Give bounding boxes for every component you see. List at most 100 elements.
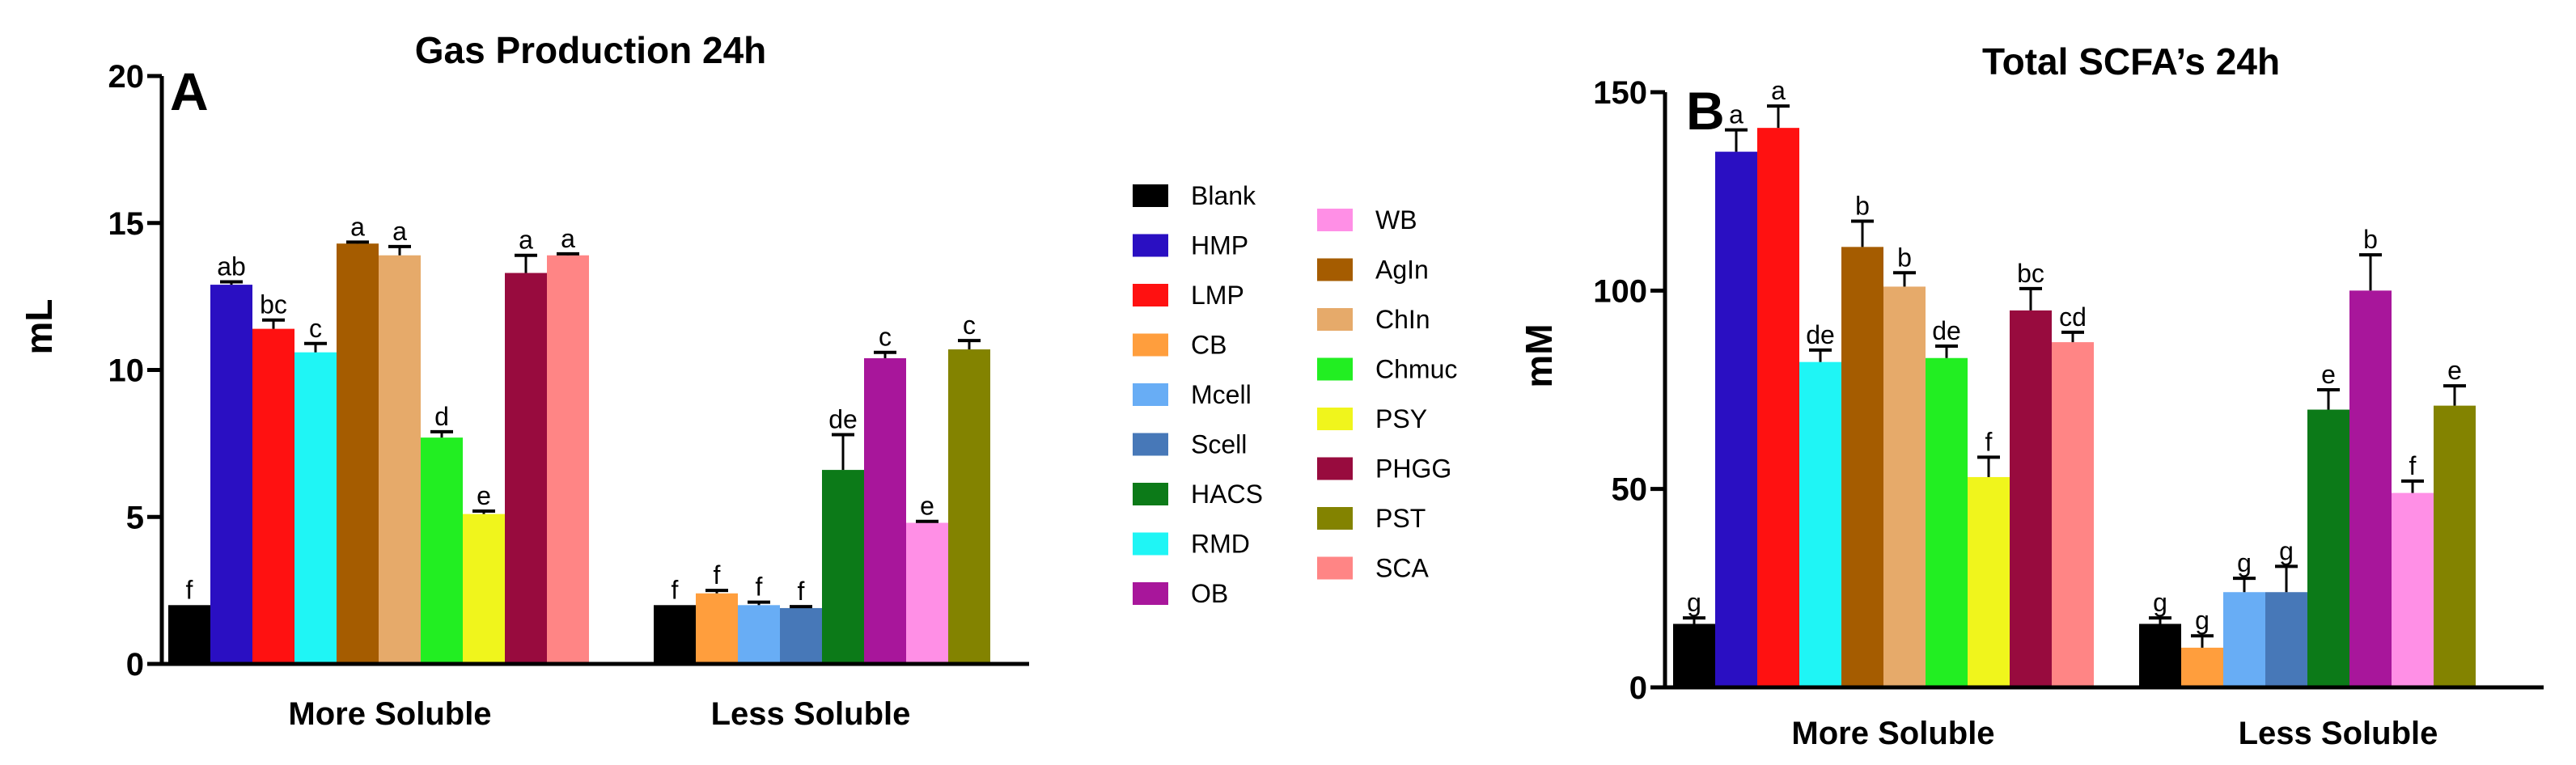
bar-agin bbox=[1841, 247, 1883, 687]
bar-hmp bbox=[1715, 151, 1757, 688]
legend-item-phgg: PHGG bbox=[1317, 454, 1451, 484]
chart-b-bar-group-lmp: a bbox=[1757, 76, 1799, 687]
significance-label-agin: b bbox=[1855, 191, 1870, 220]
legend-item-agin: AgIn bbox=[1317, 256, 1429, 285]
significance-label-pst: e bbox=[2447, 356, 2462, 385]
bar-lmp bbox=[252, 328, 294, 664]
legend-label-scell: Scell bbox=[1191, 430, 1247, 459]
bar-scell bbox=[780, 607, 822, 664]
bar-psy bbox=[463, 514, 505, 664]
significance-label-psy: f bbox=[1985, 427, 1993, 456]
bar-wb bbox=[906, 522, 948, 664]
legend-item-cb: CB bbox=[1133, 331, 1227, 360]
bar-agin bbox=[337, 243, 379, 664]
chart-a-bar-group-mcell: f bbox=[738, 573, 780, 664]
legend-label-psy: PSY bbox=[1375, 404, 1427, 433]
bar-wb bbox=[2392, 492, 2434, 687]
chart-a-title: Gas Production 24h bbox=[415, 29, 767, 71]
legend-item-pst: PST bbox=[1317, 504, 1426, 533]
legend-label-phgg: PHGG bbox=[1375, 454, 1451, 484]
chart-a-bar-group-phgg: a bbox=[505, 226, 547, 664]
chart-b-bar-group-wb: f bbox=[2392, 451, 2434, 687]
significance-label-wb: f bbox=[2409, 451, 2417, 480]
chart-b-bar-group-blank: g bbox=[1673, 588, 1715, 687]
significance-label-chmuc: d bbox=[434, 402, 449, 431]
significance-label-scell: g bbox=[2279, 536, 2294, 565]
legend-label-mcell: Mcell bbox=[1191, 380, 1252, 409]
bar-ob bbox=[864, 357, 906, 664]
bar-lmp bbox=[1757, 128, 1799, 687]
legend-label-rmd: RMD bbox=[1191, 530, 1250, 559]
chart-a-bar-group-lmp: bc bbox=[252, 290, 294, 664]
bar-phgg bbox=[2010, 310, 2052, 687]
significance-label-phgg: a bbox=[519, 226, 533, 255]
legend-swatch-ob bbox=[1133, 582, 1168, 605]
chart-b-panel-label: B bbox=[1686, 81, 1725, 141]
legend-label-hmp: HMP bbox=[1191, 231, 1248, 260]
bar-hmp bbox=[210, 285, 252, 664]
legend-label-hacs: HACS bbox=[1191, 480, 1263, 509]
legend-swatch-agin bbox=[1317, 258, 1353, 281]
legend-item-chmuc: Chmuc bbox=[1317, 355, 1457, 384]
legend-item-hmp: HMP bbox=[1133, 231, 1248, 260]
chart-a-bar-group-sca: a bbox=[547, 224, 589, 664]
bar-chin bbox=[379, 255, 421, 664]
legend-swatch-lmp bbox=[1133, 284, 1168, 306]
chart-a-bar-group-chin: a bbox=[379, 217, 421, 664]
bar-mcell bbox=[738, 605, 780, 664]
legend-swatch-blank bbox=[1133, 184, 1168, 207]
legend-item-scell: Scell bbox=[1133, 430, 1247, 459]
chart-a-category-less-soluble: Less Soluble bbox=[711, 696, 911, 732]
chart-b-bar-group-chin: b bbox=[1883, 243, 1926, 687]
legend-swatch-sca bbox=[1317, 556, 1353, 580]
chart-b-title: Total SCFA’s 24h bbox=[1982, 40, 2280, 82]
chart-b-bar-group-chmuc: de bbox=[1926, 316, 1968, 687]
chart-b-bar-group-ob: b bbox=[2349, 225, 2392, 687]
chart-a-bar-group-rmd: c bbox=[294, 314, 337, 664]
significance-label-ob: c bbox=[879, 323, 892, 352]
bar-chmuc bbox=[1926, 357, 1968, 687]
bar-scell bbox=[2265, 592, 2307, 687]
chart-a-bar-group-hacs: de bbox=[822, 404, 864, 664]
significance-label-sca: cd bbox=[2059, 302, 2087, 332]
bar-cb bbox=[696, 593, 738, 664]
chart-b-bar-group-phgg: bc bbox=[2010, 259, 2052, 687]
legend-swatch-psy bbox=[1317, 408, 1353, 430]
significance-label-hacs: de bbox=[828, 404, 858, 433]
chart-a-bar-group-hmp: ab bbox=[210, 251, 252, 664]
chart-b-bar-group-hacs: e bbox=[2307, 360, 2349, 687]
significance-label-chin: a bbox=[392, 217, 407, 246]
bar-blank bbox=[654, 605, 696, 664]
bar-blank bbox=[2139, 623, 2181, 687]
significance-label-agin: a bbox=[350, 212, 365, 241]
legend-item-ob: OB bbox=[1133, 579, 1228, 608]
chart-b-bar-group-mcell: g bbox=[2223, 548, 2265, 687]
chart-b-bar-group-scell: g bbox=[2265, 536, 2307, 687]
chart-a-y-tick-label: 20 bbox=[108, 59, 145, 95]
bar-pst bbox=[948, 349, 990, 664]
significance-label-hacs: e bbox=[2321, 360, 2336, 389]
legend-label-sca: SCA bbox=[1375, 554, 1429, 583]
significance-label-psy: e bbox=[477, 481, 491, 510]
chart-a-y-tick-label: 0 bbox=[126, 647, 144, 683]
significance-label-rmd: de bbox=[1806, 320, 1835, 349]
chart-a-panel-label: A bbox=[170, 61, 209, 121]
significance-label-sca: a bbox=[561, 224, 575, 253]
bar-mcell bbox=[2223, 592, 2265, 687]
significance-label-cb: g bbox=[2195, 606, 2210, 635]
chart-a-bar-group-ob: c bbox=[864, 323, 906, 664]
chart-b-category-less-soluble: Less Soluble bbox=[2239, 716, 2438, 751]
chart-a-bar-group-blank: f bbox=[168, 575, 210, 664]
chart-a-bar-group-scell: f bbox=[780, 577, 822, 664]
legend-label-wb: WB bbox=[1375, 205, 1417, 235]
significance-label-lmp: bc bbox=[260, 290, 287, 319]
chart-a-y-tick-label: 15 bbox=[108, 206, 145, 242]
legend-swatch-wb bbox=[1317, 209, 1353, 231]
chart-b-y-ticks: 0 50 100 150 bbox=[1593, 75, 1665, 706]
significance-label-mcell: g bbox=[2237, 548, 2252, 577]
bar-ob bbox=[2349, 290, 2392, 687]
chart-a-y-tick-label: 10 bbox=[108, 353, 145, 389]
